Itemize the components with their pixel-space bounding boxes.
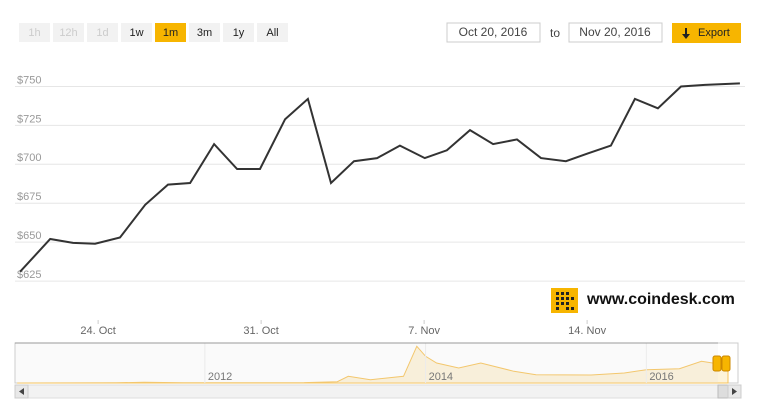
range-button[interactable]	[121, 23, 152, 42]
navigator-area	[17, 345, 729, 384]
scroll-thumb[interactable]	[717, 384, 729, 399]
scroll-right-arrow	[732, 388, 737, 395]
range-button-label[interactable]: 1d	[96, 27, 108, 39]
navigator-mask	[15, 343, 718, 383]
range-button-label[interactable]: 3m	[197, 27, 212, 39]
y-tick-label: $750	[17, 74, 41, 86]
from-date-box[interactable]	[446, 22, 541, 43]
range-button[interactable]	[189, 23, 220, 42]
to-date[interactable]: Nov 20, 2016	[579, 25, 651, 39]
range-button-label[interactable]: 1m	[163, 27, 178, 39]
navigator-handle[interactable]	[721, 355, 731, 372]
range-button-label[interactable]: 1w	[129, 27, 143, 39]
range-button[interactable]	[155, 23, 186, 42]
y-tick-label: $700	[17, 152, 41, 164]
x-tick-label: 14. Nov	[568, 325, 606, 337]
scrollbar-track	[14, 384, 742, 399]
navigator-handle[interactable]	[712, 355, 722, 372]
to-label: to	[550, 26, 560, 40]
range-button-label[interactable]: All	[266, 27, 278, 39]
scroll-left-arrow	[19, 388, 24, 395]
range-button-label[interactable]: 1y	[233, 27, 245, 39]
y-tick-label: $725	[17, 113, 41, 125]
navigator-label: 2012	[208, 371, 232, 383]
x-tick-label: 7. Nov	[408, 325, 440, 337]
navigator-label: 2014	[429, 371, 453, 383]
from-date[interactable]: Oct 20, 2016	[459, 25, 528, 39]
y-tick-label: $625	[17, 269, 41, 281]
x-tick-label: 24. Oct	[80, 325, 115, 337]
export-icon	[682, 28, 690, 39]
watermark: www.coindesk.com	[586, 291, 735, 308]
range-button[interactable]	[257, 23, 288, 42]
range-button-label[interactable]: 12h	[59, 27, 77, 39]
export-button[interactable]	[672, 23, 741, 43]
navigator-label: 2016	[649, 371, 673, 383]
range-button[interactable]	[53, 23, 84, 42]
price-line	[19, 82, 740, 273]
range-button[interactable]	[19, 23, 50, 42]
logo	[551, 288, 578, 313]
range-button-label[interactable]: 1h	[28, 27, 40, 39]
range-button[interactable]	[87, 23, 118, 42]
y-tick-label: $675	[17, 191, 41, 203]
export-label[interactable]: Export	[698, 27, 730, 39]
to-date-box[interactable]	[568, 22, 663, 43]
range-button[interactable]	[223, 23, 254, 42]
x-tick-label: 31. Oct	[243, 325, 278, 337]
y-tick-label: $650	[17, 230, 41, 242]
